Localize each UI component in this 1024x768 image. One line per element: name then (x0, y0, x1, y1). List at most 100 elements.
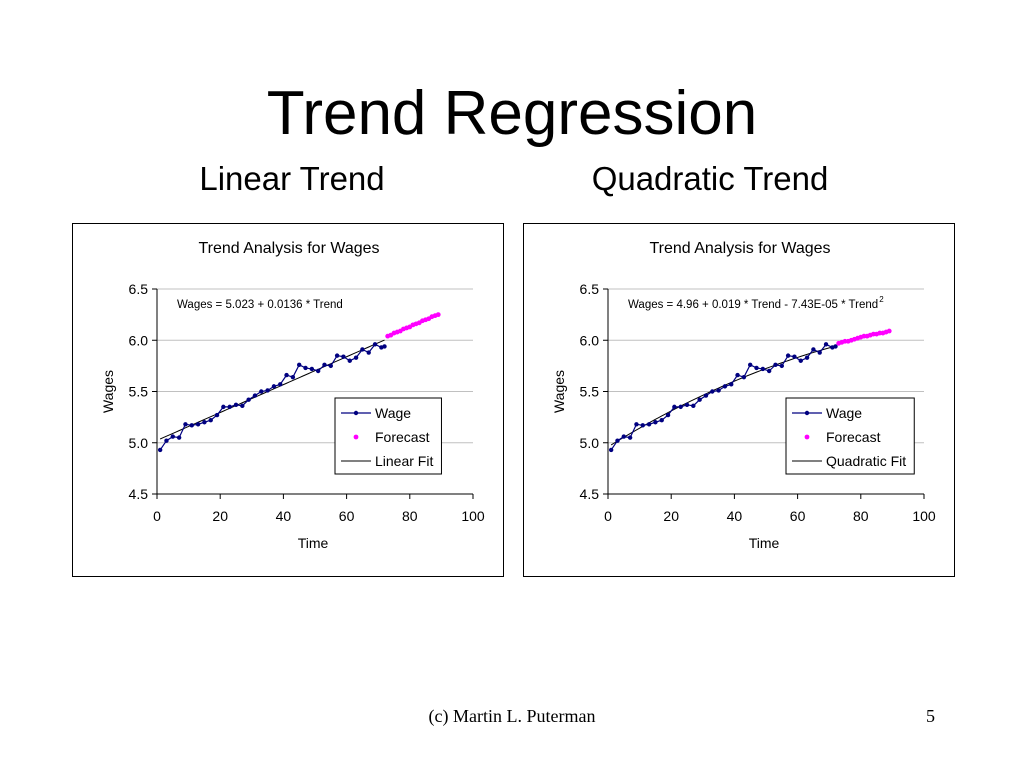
wage-point (833, 344, 838, 349)
wage-point (246, 397, 251, 402)
x-tick-label: 20 (663, 508, 679, 524)
wage-point (817, 350, 822, 355)
y-tick-label: 5.5 (129, 384, 149, 400)
y-tick-label: 4.5 (580, 486, 600, 502)
y-tick-label: 5.0 (129, 435, 149, 451)
y-tick-label: 6.5 (129, 281, 149, 297)
x-tick-label: 100 (461, 508, 485, 524)
wage-point (748, 362, 753, 368)
y-tick-label: 6.0 (129, 332, 149, 348)
wage-point (334, 353, 340, 358)
wage-point (227, 404, 232, 410)
wage-point (157, 447, 163, 453)
wage-point (214, 412, 220, 418)
wage-point (353, 355, 359, 360)
wage-point (189, 423, 194, 428)
wage-point (195, 422, 201, 427)
wage-point (811, 347, 816, 352)
legend-label: Wage (826, 405, 862, 421)
legend: Wage Forecast Linear Fit (334, 397, 442, 475)
legend-label: Wage (375, 405, 411, 421)
y-axis-label: Wages (551, 370, 567, 413)
x-tick-label: 100 (912, 508, 936, 524)
y-tick-label: 6.0 (580, 332, 600, 348)
legend-wage-swatch-marker (353, 410, 359, 416)
legend: Wage Forecast Quadratic Fit (785, 397, 915, 475)
subtitle-linear-trend: Linear Trend (199, 160, 385, 197)
wage-point (634, 422, 639, 427)
wage-point (741, 374, 747, 380)
wage-point (233, 402, 239, 408)
x-axis-label: Time (749, 535, 780, 551)
x-tick-label: 40 (276, 508, 292, 524)
wage-point (303, 365, 308, 371)
x-tick-label: 0 (153, 508, 161, 524)
wage-point (271, 384, 277, 389)
wage-point (804, 355, 810, 360)
legend-label: Forecast (826, 429, 881, 445)
x-tick-label: 60 (339, 508, 355, 524)
wage-point (297, 362, 302, 368)
legend-wage-swatch-marker (804, 410, 810, 416)
wage-point (659, 418, 664, 423)
wage-point (290, 374, 296, 380)
wage-point (779, 363, 784, 369)
wage-point (627, 435, 633, 440)
wage-point (716, 388, 721, 393)
wage-point (265, 388, 270, 393)
wage-point (170, 434, 175, 439)
wage-point (691, 403, 696, 409)
wage-point (221, 404, 226, 410)
wage-point (347, 358, 352, 363)
wage-point (785, 353, 791, 358)
wage-point (328, 363, 333, 369)
wage-point (164, 438, 169, 443)
wage-point (729, 382, 734, 387)
y-axis-label: Wages (100, 370, 116, 413)
wage-point (678, 404, 683, 410)
wage-point (684, 402, 690, 408)
slide-title: Trend Regression (266, 79, 758, 148)
wage-point (278, 382, 283, 387)
wage-point (366, 350, 371, 355)
x-tick-label: 40 (727, 508, 743, 524)
wage-point (259, 389, 264, 394)
x-axis-label: Time (298, 535, 329, 551)
legend-label: Quadratic Fit (826, 453, 906, 469)
page-number: 5 (926, 706, 935, 726)
wage-point (792, 354, 797, 359)
chart-title: Trend Analysis for Wages (198, 240, 379, 257)
wage-point (341, 354, 346, 359)
wage-point (735, 372, 740, 378)
wage-point (665, 412, 671, 418)
linear-trend-chart-svg: Trend Analysis for Wages 4.5 5.0 5.5 6.0 6.5 0… (100, 240, 485, 551)
linear-trend-chart: Trend Analysis for Wages 4.5 5.0 5.5 6.0 6.5 0… (72, 223, 504, 577)
wage-point (773, 362, 778, 368)
wage-point (766, 368, 772, 374)
y-tick-label: 4.5 (129, 486, 149, 502)
wage-point (360, 347, 365, 352)
wage-point (697, 397, 702, 402)
wage-point (284, 372, 289, 378)
wage-point (646, 422, 652, 427)
wage-point (710, 389, 715, 394)
wage-point (798, 358, 803, 363)
subtitle-quadratic-trend: Quadratic Trend (591, 160, 829, 197)
forecast-point (886, 328, 892, 334)
wage-point (183, 422, 188, 427)
x-tick-label: 80 (402, 508, 418, 524)
x-tick-label: 0 (604, 508, 612, 524)
quadratic-trend-chart: Trend Analysis for Wages 4.5 5.0 5.5 6.0 6.5 0… (523, 223, 955, 577)
wage-point (309, 366, 315, 372)
equation-superscript: 2 (879, 295, 884, 304)
wage-point (322, 362, 327, 368)
wage-point (653, 420, 658, 425)
wage-point (202, 420, 207, 425)
wage-point (208, 418, 213, 423)
wage-point (315, 368, 321, 374)
wage-point (240, 403, 245, 409)
y-tick-label: 5.0 (580, 435, 600, 451)
y-tick-label: 6.5 (580, 281, 600, 297)
wage-point (176, 435, 182, 440)
wage-point (382, 344, 387, 349)
